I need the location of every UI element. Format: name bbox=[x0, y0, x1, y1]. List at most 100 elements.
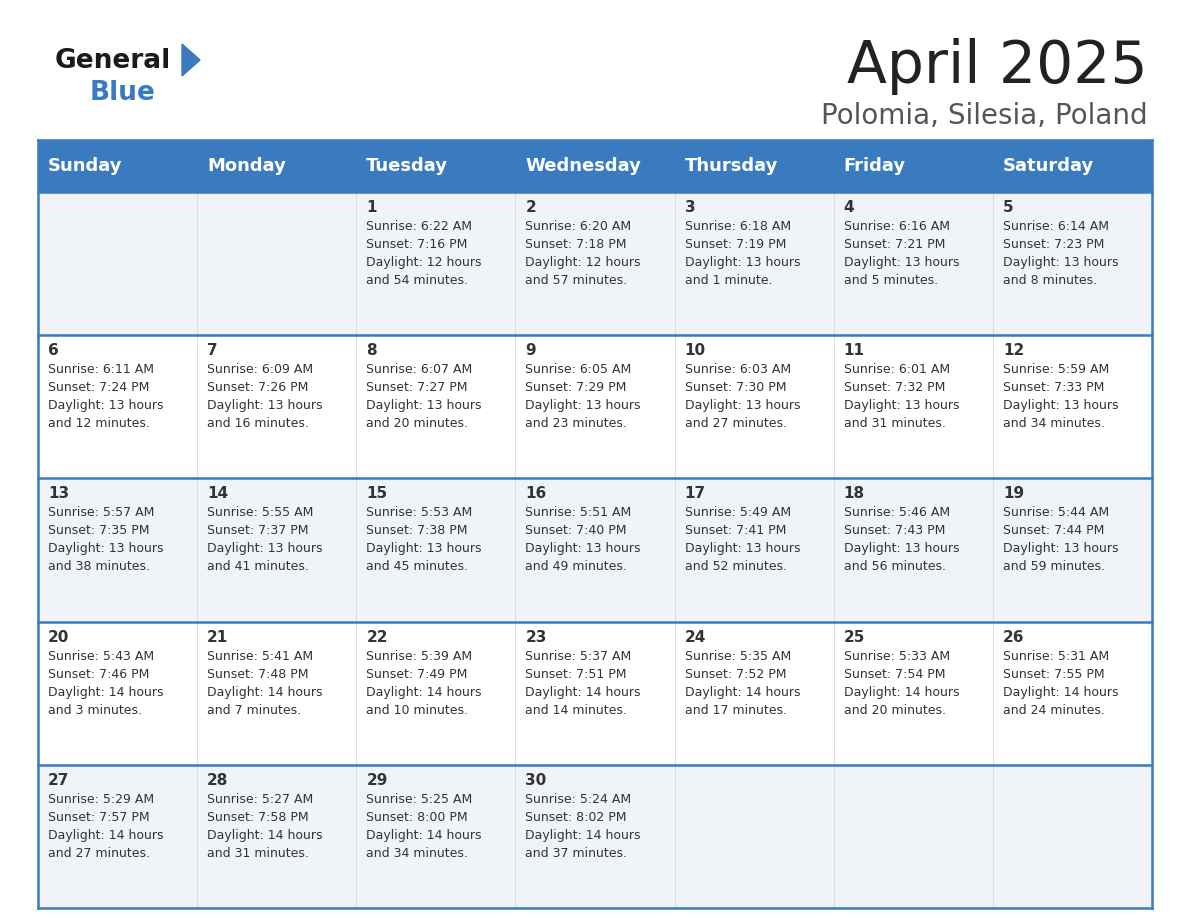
Bar bbox=[993, 335, 1152, 478]
Text: General: General bbox=[55, 48, 171, 74]
Text: Sunset: 7:57 PM: Sunset: 7:57 PM bbox=[48, 811, 150, 823]
Text: Daylight: 14 hours: Daylight: 14 hours bbox=[684, 686, 800, 699]
Text: Daylight: 13 hours: Daylight: 13 hours bbox=[684, 256, 800, 269]
Bar bbox=[516, 765, 675, 908]
Text: Daylight: 13 hours: Daylight: 13 hours bbox=[525, 399, 642, 412]
Text: Daylight: 14 hours: Daylight: 14 hours bbox=[525, 686, 642, 699]
Text: Sunrise: 5:53 AM: Sunrise: 5:53 AM bbox=[366, 507, 473, 520]
Bar bbox=[516, 335, 675, 478]
Text: Sunday: Sunday bbox=[48, 157, 122, 175]
Text: 18: 18 bbox=[843, 487, 865, 501]
Text: and 5 minutes.: and 5 minutes. bbox=[843, 274, 937, 287]
Text: Sunset: 7:33 PM: Sunset: 7:33 PM bbox=[1003, 381, 1104, 394]
Text: Sunset: 7:23 PM: Sunset: 7:23 PM bbox=[1003, 238, 1104, 251]
Bar bbox=[516, 192, 675, 335]
Text: and 34 minutes.: and 34 minutes. bbox=[366, 846, 468, 860]
Bar bbox=[197, 765, 356, 908]
Text: Sunrise: 6:09 AM: Sunrise: 6:09 AM bbox=[207, 364, 314, 376]
Bar bbox=[993, 621, 1152, 765]
Text: 21: 21 bbox=[207, 630, 228, 644]
Bar bbox=[197, 335, 356, 478]
Text: and 7 minutes.: and 7 minutes. bbox=[207, 703, 302, 717]
Text: Sunrise: 5:44 AM: Sunrise: 5:44 AM bbox=[1003, 507, 1108, 520]
Text: Sunrise: 5:31 AM: Sunrise: 5:31 AM bbox=[1003, 650, 1108, 663]
Text: Sunrise: 5:37 AM: Sunrise: 5:37 AM bbox=[525, 650, 632, 663]
Text: Blue: Blue bbox=[90, 80, 156, 106]
Text: Daylight: 13 hours: Daylight: 13 hours bbox=[207, 543, 323, 555]
Text: 24: 24 bbox=[684, 630, 706, 644]
Text: Sunset: 7:49 PM: Sunset: 7:49 PM bbox=[366, 667, 468, 680]
Text: 27: 27 bbox=[48, 773, 69, 788]
Text: Sunrise: 6:18 AM: Sunrise: 6:18 AM bbox=[684, 220, 791, 233]
Bar bbox=[675, 765, 834, 908]
Bar bbox=[356, 192, 516, 335]
Text: Daylight: 13 hours: Daylight: 13 hours bbox=[684, 399, 800, 412]
Bar bbox=[356, 478, 516, 621]
Text: Sunset: 7:40 PM: Sunset: 7:40 PM bbox=[525, 524, 627, 537]
Text: and 14 minutes.: and 14 minutes. bbox=[525, 703, 627, 717]
Text: Sunrise: 5:39 AM: Sunrise: 5:39 AM bbox=[366, 650, 473, 663]
Text: 13: 13 bbox=[48, 487, 69, 501]
Text: Sunrise: 6:11 AM: Sunrise: 6:11 AM bbox=[48, 364, 154, 376]
Text: Polomia, Silesia, Poland: Polomia, Silesia, Poland bbox=[821, 102, 1148, 130]
Text: and 57 minutes.: and 57 minutes. bbox=[525, 274, 627, 287]
Bar bbox=[38, 335, 197, 478]
Text: Sunrise: 5:33 AM: Sunrise: 5:33 AM bbox=[843, 650, 950, 663]
Text: Sunset: 7:19 PM: Sunset: 7:19 PM bbox=[684, 238, 786, 251]
Text: 22: 22 bbox=[366, 630, 387, 644]
Text: 10: 10 bbox=[684, 343, 706, 358]
Bar bbox=[675, 621, 834, 765]
Text: April 2025: April 2025 bbox=[847, 38, 1148, 95]
Bar bbox=[38, 621, 197, 765]
Text: Daylight: 13 hours: Daylight: 13 hours bbox=[843, 399, 959, 412]
Bar bbox=[38, 140, 1152, 192]
Text: Daylight: 14 hours: Daylight: 14 hours bbox=[525, 829, 642, 842]
Text: Daylight: 13 hours: Daylight: 13 hours bbox=[48, 399, 164, 412]
Text: Sunset: 8:00 PM: Sunset: 8:00 PM bbox=[366, 811, 468, 823]
Text: and 34 minutes.: and 34 minutes. bbox=[1003, 417, 1105, 431]
Bar bbox=[356, 335, 516, 478]
Text: 25: 25 bbox=[843, 630, 865, 644]
Bar bbox=[197, 621, 356, 765]
Text: Sunset: 7:30 PM: Sunset: 7:30 PM bbox=[684, 381, 786, 394]
Text: Sunrise: 5:35 AM: Sunrise: 5:35 AM bbox=[684, 650, 791, 663]
Text: 17: 17 bbox=[684, 487, 706, 501]
Text: Sunrise: 5:49 AM: Sunrise: 5:49 AM bbox=[684, 507, 791, 520]
Text: and 56 minutes.: and 56 minutes. bbox=[843, 560, 946, 574]
Text: Sunset: 7:38 PM: Sunset: 7:38 PM bbox=[366, 524, 468, 537]
Text: Sunrise: 5:57 AM: Sunrise: 5:57 AM bbox=[48, 507, 154, 520]
Text: 3: 3 bbox=[684, 200, 695, 215]
Bar bbox=[675, 335, 834, 478]
Text: Sunset: 7:16 PM: Sunset: 7:16 PM bbox=[366, 238, 468, 251]
Bar bbox=[993, 478, 1152, 621]
Text: Daylight: 14 hours: Daylight: 14 hours bbox=[207, 686, 323, 699]
Bar bbox=[516, 621, 675, 765]
Bar bbox=[38, 478, 197, 621]
Text: Sunset: 7:51 PM: Sunset: 7:51 PM bbox=[525, 667, 627, 680]
Text: Daylight: 13 hours: Daylight: 13 hours bbox=[48, 543, 164, 555]
Text: Sunrise: 5:46 AM: Sunrise: 5:46 AM bbox=[843, 507, 950, 520]
Text: Sunrise: 6:01 AM: Sunrise: 6:01 AM bbox=[843, 364, 950, 376]
Text: Sunrise: 5:29 AM: Sunrise: 5:29 AM bbox=[48, 793, 154, 806]
Text: Sunset: 7:48 PM: Sunset: 7:48 PM bbox=[207, 667, 309, 680]
Text: Sunrise: 5:41 AM: Sunrise: 5:41 AM bbox=[207, 650, 314, 663]
Text: 30: 30 bbox=[525, 773, 546, 788]
Text: Daylight: 13 hours: Daylight: 13 hours bbox=[1003, 399, 1118, 412]
Bar bbox=[516, 478, 675, 621]
Bar bbox=[993, 192, 1152, 335]
Bar bbox=[38, 192, 197, 335]
Text: 1: 1 bbox=[366, 200, 377, 215]
Text: 12: 12 bbox=[1003, 343, 1024, 358]
Text: Sunset: 7:37 PM: Sunset: 7:37 PM bbox=[207, 524, 309, 537]
Text: Sunrise: 5:55 AM: Sunrise: 5:55 AM bbox=[207, 507, 314, 520]
Text: and 3 minutes.: and 3 minutes. bbox=[48, 703, 143, 717]
Text: Daylight: 14 hours: Daylight: 14 hours bbox=[48, 686, 164, 699]
Text: and 23 minutes.: and 23 minutes. bbox=[525, 417, 627, 431]
Text: 19: 19 bbox=[1003, 487, 1024, 501]
Text: Sunset: 7:52 PM: Sunset: 7:52 PM bbox=[684, 667, 786, 680]
Text: Sunset: 7:18 PM: Sunset: 7:18 PM bbox=[525, 238, 627, 251]
Text: Daylight: 13 hours: Daylight: 13 hours bbox=[207, 399, 323, 412]
Bar bbox=[38, 765, 197, 908]
Bar bbox=[834, 478, 993, 621]
Text: and 17 minutes.: and 17 minutes. bbox=[684, 703, 786, 717]
